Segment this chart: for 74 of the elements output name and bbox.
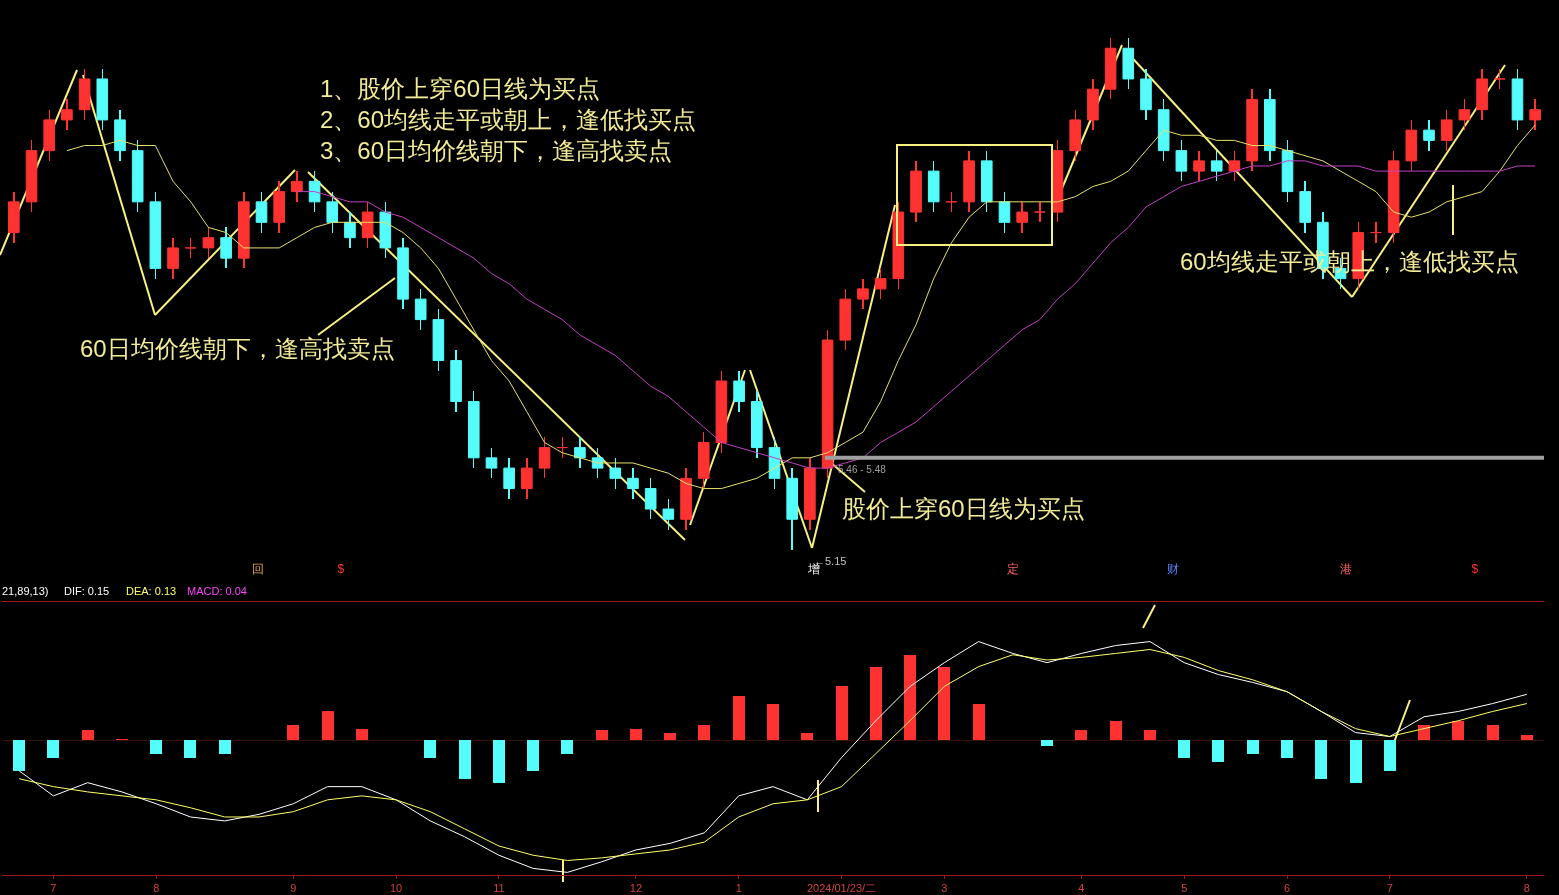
candlestick [291,171,303,202]
bar [1486,724,1499,741]
bar [150,740,163,754]
annotation: 3、60日均价线朝下，逢高找卖点 [320,137,673,164]
x-tick-label: 7 [50,882,57,895]
bar [492,740,505,783]
bar [1143,729,1156,741]
bar [218,740,231,754]
bar [1520,735,1533,741]
x-tick-label: 6 [1283,882,1291,895]
annotation: 1、股价上穿60日线为买点 [320,75,601,102]
bar [835,686,848,741]
x-tick-label: 10 [389,882,403,895]
text: MACD: 0.04 [187,585,247,597]
bar [1315,740,1328,779]
candlestick [1034,201,1046,223]
bar [355,728,368,741]
bar [1281,740,1293,758]
bar [767,703,779,741]
x-tick-label: 12 [629,882,643,895]
x-tick-label: 8 [1523,882,1530,895]
bar [938,666,951,741]
bar [13,740,26,771]
bar [81,729,94,741]
bar [629,728,642,741]
candlestick [1423,119,1435,151]
bar [1246,740,1259,754]
x-tick-label: 5 [1181,882,1188,895]
bar [287,724,300,741]
bar [1383,740,1396,771]
bar [321,711,334,741]
text: DEA: 0.13 [126,585,177,597]
candlestick [1370,222,1382,243]
x-tick-label: 1 [735,882,742,895]
bar [1212,740,1225,762]
candlestick [627,468,639,499]
text: 定 [1007,562,1019,577]
bar [1349,740,1362,783]
annotation: 60日均价线朝下，逢高找卖点 [80,335,395,362]
bar [47,740,60,758]
x-tick-label: 8 [153,882,160,895]
text: 财 [1167,562,1179,577]
text: $ [1471,562,1479,577]
bar [1452,720,1465,741]
text: 回 [252,562,264,577]
bar [1109,720,1122,741]
bar [184,740,197,758]
x-tick-label: 4 [1078,882,1085,895]
bar [458,740,471,779]
text: 港 [1340,562,1352,577]
x-tick-label: 11 [493,882,505,895]
bar [1041,740,1054,746]
bar [1075,729,1088,741]
x-tick-label: 2024/01/23/二 [806,882,877,895]
annotation: 股价上穿60日线为买点 [842,495,1085,522]
text: $ [337,562,345,577]
text: 21,89,13) [2,585,49,597]
candlestick [574,437,586,469]
x-tick-label: 9 [290,882,297,895]
x-tick-label: 3 [941,882,948,895]
bar [972,703,985,741]
text: DIF: 0.15 [64,585,110,597]
bar [698,724,711,741]
bar [424,740,437,758]
bar [869,666,882,741]
bar [595,729,608,741]
annotation: 5.46 - 5.48 [838,464,887,475]
annotation: 2、60均线走平或朝上，逢低找买点 [320,106,697,133]
bar [561,740,574,754]
bar [527,740,540,771]
bar [904,654,917,741]
bar [732,695,745,741]
bar [1178,740,1191,758]
x-tick-label: 7 [1386,882,1393,895]
